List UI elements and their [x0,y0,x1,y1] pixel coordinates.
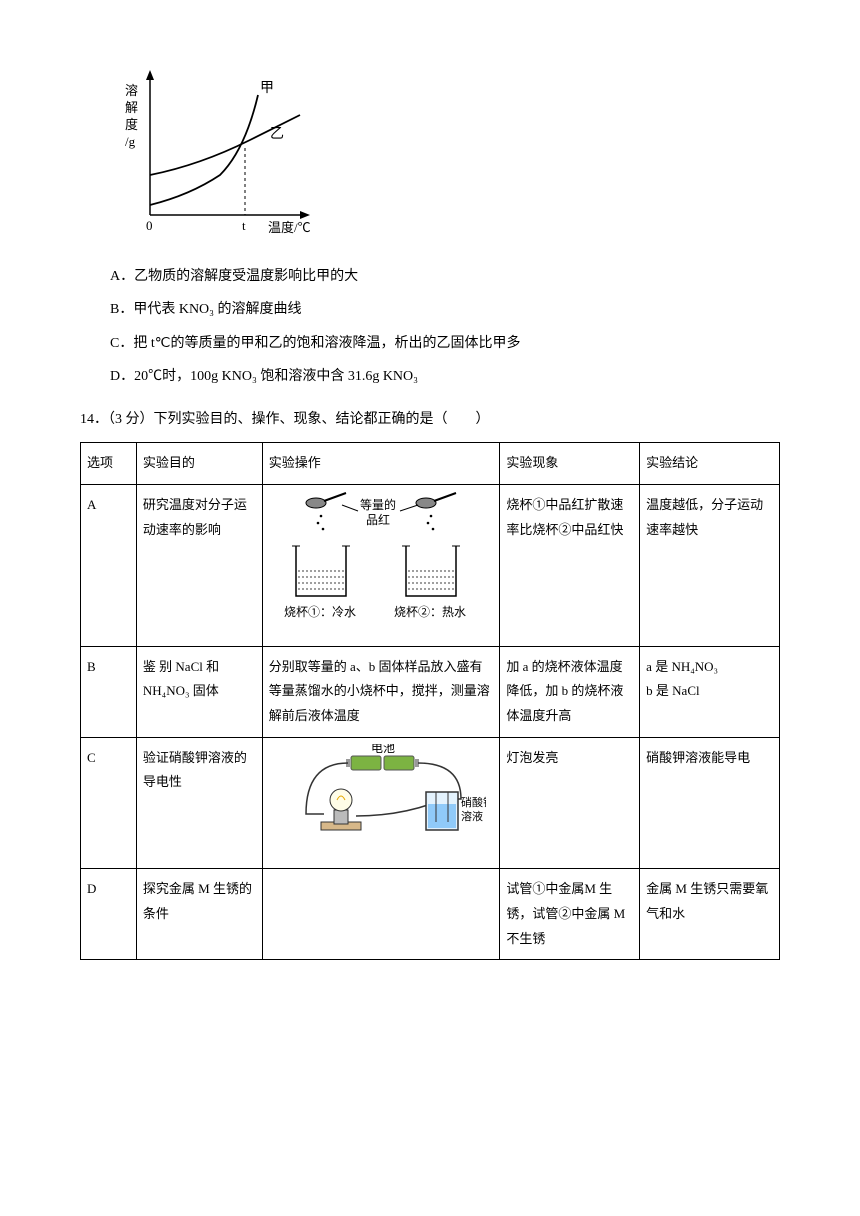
cell-phenomenon: 加 a 的烧杯液体温度降低，加 b 的烧杯液体温度升高 [500,646,640,737]
option-c: C．把 t℃的等质量的甲和乙的饱和溶液降温，析出的乙固体比甲多 [110,331,780,356]
option-d: D．20℃时，100g KNO₃ 饱和溶液中含 31.6g KNO₃ [110,364,780,389]
cell-conclusion: 硝酸钾溶液能导电 [640,737,780,869]
svg-text:等量的: 等量的 [360,497,396,512]
y-label-4: /g [125,134,136,149]
th-phenomenon: 实验现象 [500,443,640,485]
cell-purpose: 鉴 别 NaCl 和NH₄NO₃ 固体 [136,646,262,737]
table-row: C 验证硝酸钾溶液的导电性 电池 [81,737,780,869]
cell-purpose: 探究金属 M 生锈的条件 [136,869,262,960]
cell-phenomenon: 试管①中金属M 生锈，试管②中金属 M 不生锈 [500,869,640,960]
svg-text:电池: 电池 [371,744,395,755]
x-tick-0: 0 [146,218,153,233]
curve-jia [150,95,258,205]
svg-text:硝酸钾: 硝酸钾 [461,795,486,809]
table-header-row: 选项 实验目的 实验操作 实验现象 实验结论 [81,443,780,485]
y-label-1: 溶 [125,83,138,98]
curve-yi [150,115,300,175]
q14-head: 14．（3 分）下列实验目的、操作、现象、结论都正确的是（ ） [80,407,780,432]
curve-label-jia: 甲 [260,81,274,96]
cell-opt: D [81,869,137,960]
chart-options: A．乙物质的溶解度受温度影响比甲的大 B．甲代表 KNO₃ 的溶解度曲线 C．把… [80,264,780,389]
option-a: A．乙物质的溶解度受温度影响比甲的大 [110,264,780,289]
x-tick-t: t [242,218,246,233]
cell-operation-diagram-a: 等量的 品红 烧杯①：冷水 烧杯②：热水 [262,484,500,646]
svg-text:品红: 品红 [366,512,390,527]
x-axis-label: 温度/℃ [268,220,311,235]
cell-operation-diagram-c: 电池 硝酸钾 溶液 [262,737,500,869]
cell-conclusion: 金属 M 生锈只需要氧气和水 [640,869,780,960]
curve-label-yi: 乙 [270,126,284,142]
experiment-table: 选项 实验目的 实验操作 实验现象 实验结论 A 研究温度对分子运动速率的影响 … [80,442,780,960]
table-row: D 探究金属 M 生锈的条件 试管①中金属M 生锈，试管②中金属 M 不生锈 金… [81,869,780,960]
th-operation: 实验操作 [262,443,500,485]
cell-phenomenon: 烧杯①中品红扩散速率比烧杯②中品红快 [500,484,640,646]
th-conclusion: 实验结论 [640,443,780,485]
svg-text:烧杯①：冷水: 烧杯①：冷水 [284,605,356,619]
solubility-chart: 溶 解 度 /g 甲 乙 0 t 温度/℃ [110,60,780,249]
cell-operation [262,869,500,960]
cell-operation: 分别取等量的 a、b 固体样品放入盛有等量蒸馏水的小烧杯中，搅拌，测量溶解前后液… [262,646,500,737]
cell-conclusion: a 是 NH₄NO₃ b 是 NaCl [640,646,780,737]
cell-phenomenon: 灯泡发亮 [500,737,640,869]
y-label-2: 解 [125,100,138,115]
cell-purpose: 研究温度对分子运动速率的影响 [136,484,262,646]
table-row: B 鉴 别 NaCl 和NH₄NO₃ 固体 分别取等量的 a、b 固体样品放入盛… [81,646,780,737]
y-label-3: 度 [125,117,138,132]
option-b: B．甲代表 KNO₃ 的溶解度曲线 [110,297,780,322]
cell-purpose: 验证硝酸钾溶液的导电性 [136,737,262,869]
cell-opt: A [81,484,137,646]
cell-opt: C [81,737,137,869]
svg-text:烧杯②：热水: 烧杯②：热水 [394,605,466,619]
cell-opt: B [81,646,137,737]
svg-text:溶液: 溶液 [461,809,483,823]
table-row: A 研究温度对分子运动速率的影响 等量的 品红 [81,484,780,646]
th-purpose: 实验目的 [136,443,262,485]
cell-conclusion: 温度越低，分子运动速率越快 [640,484,780,646]
th-option: 选项 [81,443,137,485]
